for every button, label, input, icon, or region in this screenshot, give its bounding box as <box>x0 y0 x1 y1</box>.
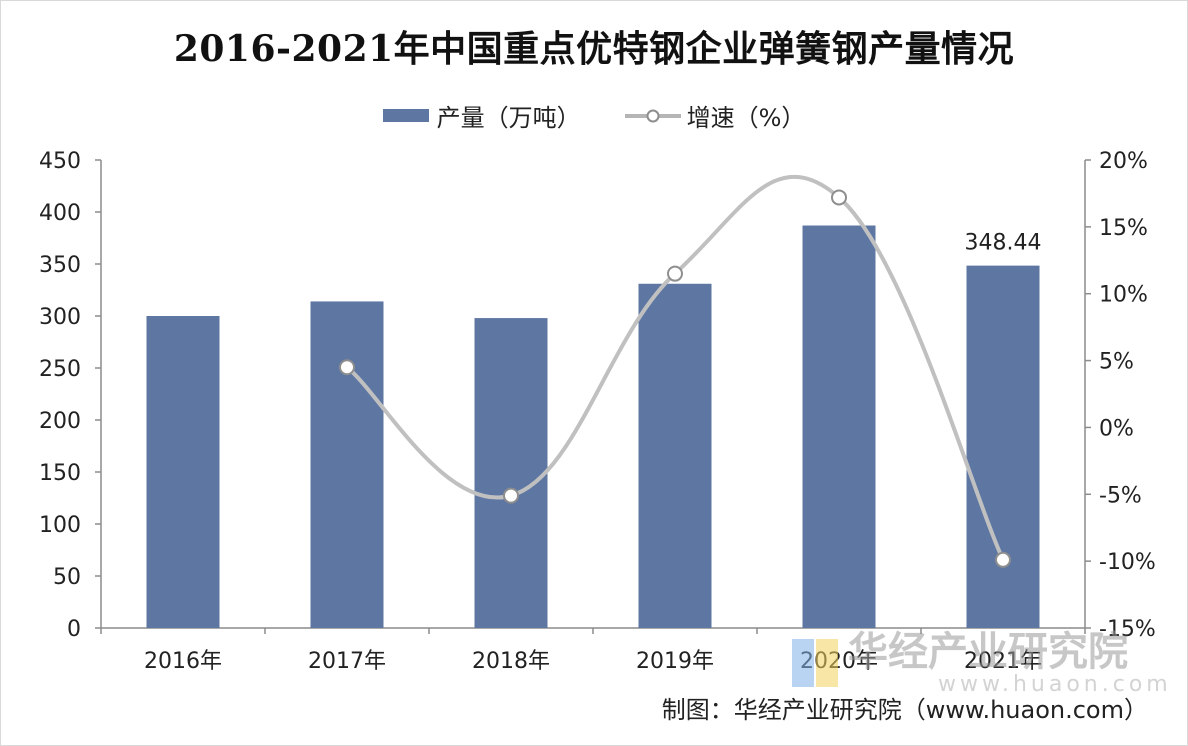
y-left-tick-label: 450 <box>39 149 81 174</box>
x-tick-label: 2019年 <box>636 649 714 674</box>
legend-label-growth: 增速（%） <box>686 104 806 132</box>
bar-data-label: 348.44 <box>965 231 1042 256</box>
y-left-tick-label: 250 <box>39 357 81 382</box>
chart-legend: 产量（万吨） 增速（%） <box>0 98 1188 133</box>
legend-label-production: 产量（万吨） <box>436 104 581 132</box>
bar <box>146 316 220 628</box>
y-left-tick-label: 350 <box>39 253 81 278</box>
y-right-tick-label: -5% <box>1099 483 1142 508</box>
bar <box>310 301 384 628</box>
growth-point <box>339 359 355 376</box>
chart-title: 2016-2021年中国重点优特钢企业弹簧钢产量情况 <box>173 28 1015 70</box>
source-note: 制图：华经产业研究院（www.huaon.com） <box>661 696 1148 724</box>
y-right-tick-label: 0% <box>1099 416 1134 441</box>
y-left-tick-label: 400 <box>39 201 81 226</box>
x-tick-label: 2016年 <box>144 649 222 674</box>
growth-line <box>345 174 1005 562</box>
bar <box>966 265 1040 628</box>
y-right-tick-label: 15% <box>1099 216 1148 241</box>
x-tick-label: 2021年 <box>964 649 1042 674</box>
growth-point <box>503 487 519 504</box>
watermark-url: www.huaon.com <box>938 672 1172 697</box>
bar <box>474 318 548 628</box>
x-tick-label: 2017年 <box>308 649 386 674</box>
y-right-tick-label: 10% <box>1099 283 1148 308</box>
y-right-tick-label: -15% <box>1099 617 1156 642</box>
y-right-tick-label: 20% <box>1099 149 1148 174</box>
watermark-text: 华经产业研究院 <box>848 629 1128 675</box>
x-tick-label: 2018年 <box>472 649 550 674</box>
legend-item-growth: 增速（%） <box>624 98 806 133</box>
bar <box>638 283 712 628</box>
legend-bar-swatch <box>382 109 429 122</box>
y-left-tick-label: 100 <box>39 513 81 538</box>
y-left-tick-label: 150 <box>39 461 81 486</box>
growth-point <box>831 189 847 206</box>
y-left-tick-label: 50 <box>53 565 81 590</box>
y-right-tick-label: -10% <box>1099 550 1156 575</box>
growth-point <box>995 551 1011 568</box>
y-left-tick-label: 0 <box>67 617 81 642</box>
y-left-tick-label: 200 <box>39 409 81 434</box>
y-left-tick-label: 300 <box>39 305 81 330</box>
bar <box>802 225 876 628</box>
watermark-logo-icon <box>792 639 838 687</box>
growth-point <box>667 265 683 282</box>
watermark: 华经产业研究院 www.huaon.com <box>790 630 1172 696</box>
legend-item-production: 产量（万吨） <box>382 98 581 133</box>
y-right-tick-label: 5% <box>1099 350 1134 375</box>
legend-line-swatch <box>624 109 681 122</box>
